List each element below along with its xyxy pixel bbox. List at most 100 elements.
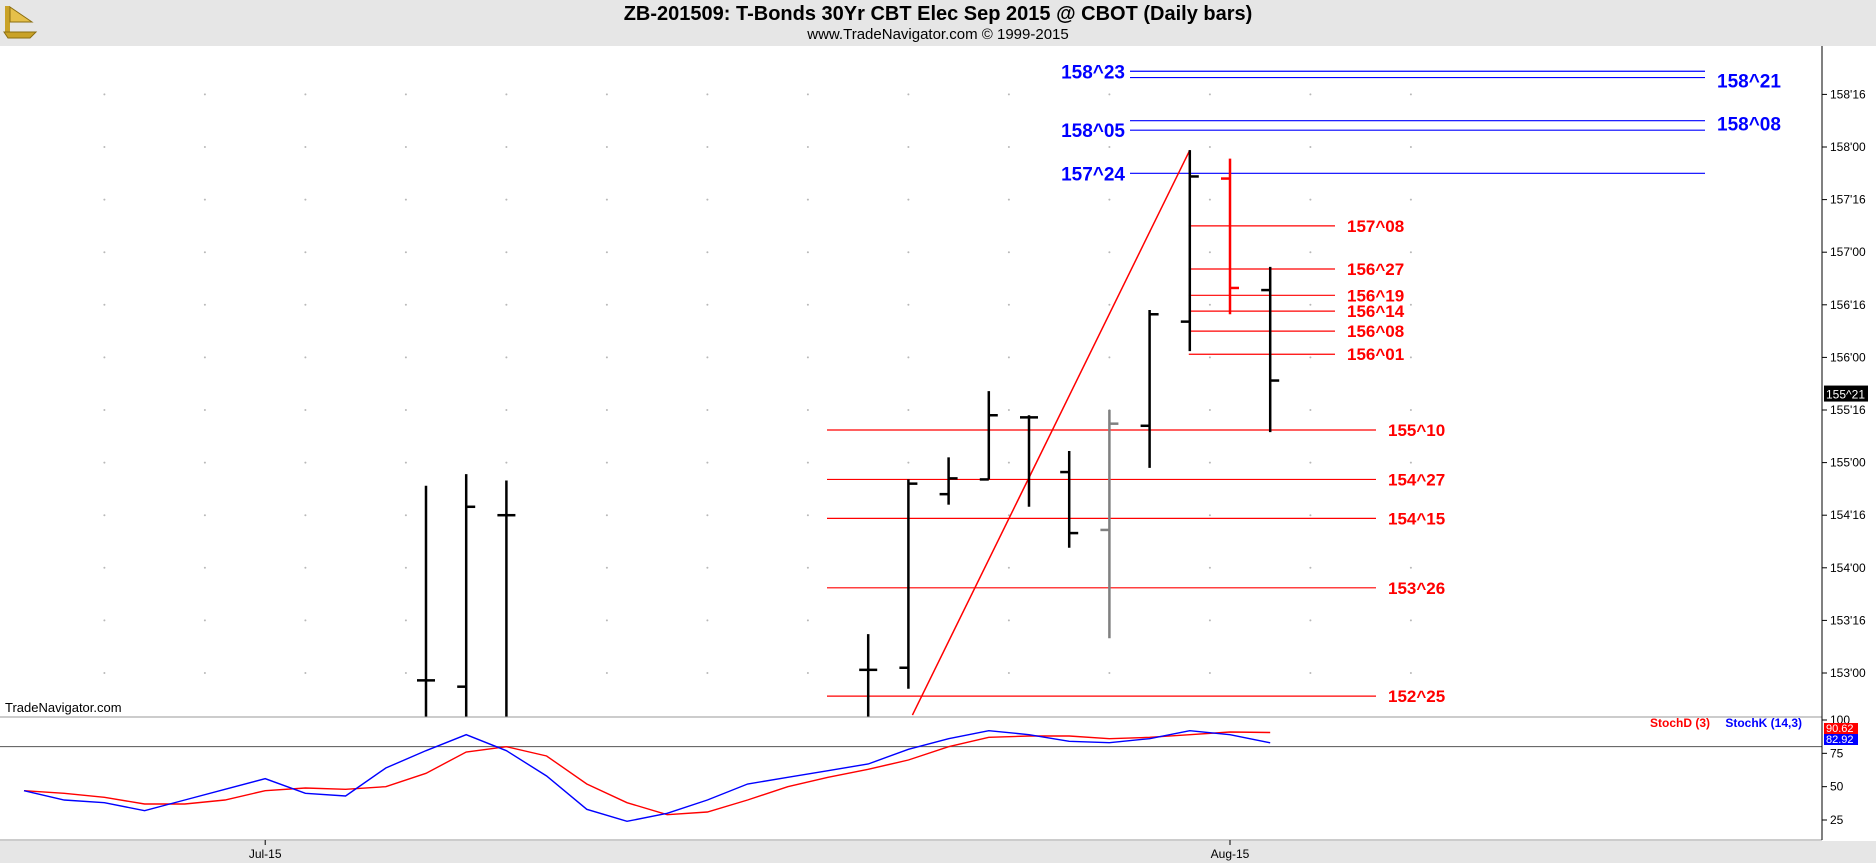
grid-dot bbox=[505, 461, 508, 464]
x-axis-band bbox=[0, 841, 1876, 863]
grid-dot bbox=[103, 251, 106, 254]
red-level-label: 154^15 bbox=[1388, 509, 1445, 528]
y-tick-label: 155'16 bbox=[1830, 403, 1866, 417]
grid-dot bbox=[1007, 409, 1010, 411]
grid-dot bbox=[1309, 409, 1312, 411]
y-tick-label: 154'16 bbox=[1830, 508, 1866, 522]
grid-dot bbox=[1007, 251, 1010, 254]
red-level-label: 153^26 bbox=[1388, 579, 1445, 598]
grid-dot bbox=[1007, 566, 1010, 569]
y-tick-label: 153'16 bbox=[1830, 613, 1866, 627]
x-tick-label: Aug-15 bbox=[1211, 847, 1250, 861]
grid-dot bbox=[806, 409, 809, 411]
chart-subtitle: www.TradeNavigator.com © 1999-2015 bbox=[807, 26, 1069, 43]
grid-dot bbox=[1208, 93, 1211, 96]
grid-dot bbox=[1409, 93, 1412, 96]
grid-dot bbox=[1208, 356, 1211, 359]
axes: 153'00 153'16 154'00 154'16 155'00 155'16 156'… bbox=[0, 46, 1876, 863]
stoch-last-value-label: 90.62 bbox=[1826, 723, 1854, 735]
grid-dot bbox=[1208, 672, 1211, 674]
y-tick-label: 158'00 bbox=[1830, 140, 1866, 154]
grid-dot bbox=[706, 198, 709, 201]
grid-dot bbox=[605, 461, 608, 464]
grid-dot bbox=[1007, 93, 1010, 96]
stoch-legend-k: StochK (14,3) bbox=[1725, 716, 1802, 730]
grid-dot bbox=[203, 251, 206, 254]
last-price-box bbox=[1824, 385, 1868, 402]
grid-dot bbox=[1409, 672, 1412, 674]
grid-dot bbox=[505, 198, 508, 201]
grid-dot bbox=[203, 409, 206, 411]
grid-dot bbox=[907, 303, 910, 306]
grid-dot bbox=[1108, 198, 1111, 201]
grid-dot bbox=[304, 409, 307, 411]
stoch-y-tick-label: 25 bbox=[1830, 813, 1844, 827]
grid-dot bbox=[1208, 251, 1211, 254]
grid-dot bbox=[1409, 146, 1412, 148]
grid-dot bbox=[1409, 251, 1412, 254]
grid-dot bbox=[907, 409, 910, 411]
grid-dot bbox=[1409, 409, 1412, 411]
y-tick-label: 154'00 bbox=[1830, 561, 1866, 575]
grid-dot bbox=[706, 93, 709, 96]
grid-dot bbox=[1309, 461, 1312, 464]
grid-dot bbox=[1208, 566, 1211, 569]
grid-dot bbox=[505, 409, 508, 411]
red-level-label: 152^25 bbox=[1388, 687, 1445, 706]
stoch-last-value-box bbox=[1824, 723, 1858, 734]
grid-dot bbox=[203, 461, 206, 464]
grid-dot bbox=[605, 93, 608, 96]
grid-dot bbox=[605, 251, 608, 254]
grid-dot bbox=[806, 146, 809, 148]
y-tick-label: 155'00 bbox=[1830, 456, 1866, 470]
grid-dot bbox=[1007, 356, 1010, 359]
grid-dot bbox=[103, 672, 106, 674]
x-tick-label: Jul-15 bbox=[249, 847, 282, 861]
grid-dot bbox=[706, 303, 709, 306]
red-level-label: 155^10 bbox=[1388, 421, 1445, 440]
y-tick-label: 157'00 bbox=[1830, 245, 1866, 259]
stoch-last-value-label: 82.92 bbox=[1826, 734, 1854, 746]
grid-dot bbox=[505, 93, 508, 96]
grid-dot bbox=[203, 566, 206, 569]
y-tick-label: 156'00 bbox=[1830, 350, 1866, 364]
grid-dot bbox=[505, 303, 508, 306]
grid-dot bbox=[706, 251, 709, 254]
red-level-label: 156^14 bbox=[1347, 302, 1405, 321]
grid-dot bbox=[907, 93, 910, 96]
grid-dot bbox=[203, 356, 206, 359]
grid-dot bbox=[806, 514, 809, 517]
blue-level-label: 157^24 bbox=[1061, 164, 1125, 185]
grid-dot bbox=[1309, 672, 1312, 674]
grid-dot bbox=[203, 93, 206, 96]
grid-dot bbox=[806, 303, 809, 306]
trendline bbox=[911, 149, 1191, 716]
grid-dot bbox=[1409, 619, 1412, 622]
red-level-label: 156^08 bbox=[1347, 322, 1404, 341]
grid-dot bbox=[806, 566, 809, 569]
stoch-series-line bbox=[23, 729, 1271, 823]
grid-dot bbox=[1309, 198, 1312, 201]
blue-level-label: 158^08 bbox=[1717, 115, 1781, 136]
grid-dot bbox=[304, 198, 307, 201]
grid-dot bbox=[1409, 303, 1412, 306]
grid-dot bbox=[806, 619, 809, 622]
grid-dot bbox=[404, 672, 407, 674]
grid-dot bbox=[103, 198, 106, 201]
grid-dot bbox=[1007, 303, 1010, 306]
grid-dot bbox=[1309, 251, 1312, 254]
grid-dot bbox=[1208, 619, 1211, 622]
grid-dot bbox=[203, 146, 206, 148]
grid-dot bbox=[1108, 356, 1111, 359]
watermark-label: TradeNavigator.com bbox=[5, 700, 122, 715]
y-tick-label: 153'00 bbox=[1830, 666, 1866, 680]
grid-dot bbox=[1409, 356, 1412, 359]
grid-dot bbox=[404, 461, 407, 464]
grid-dot bbox=[404, 409, 407, 411]
grid-dot bbox=[1208, 146, 1211, 148]
grid-dot bbox=[1007, 672, 1010, 674]
grid-dot bbox=[806, 251, 809, 254]
grid-dot bbox=[404, 303, 407, 306]
grid-dot bbox=[103, 146, 106, 148]
grid-dot bbox=[203, 514, 206, 517]
